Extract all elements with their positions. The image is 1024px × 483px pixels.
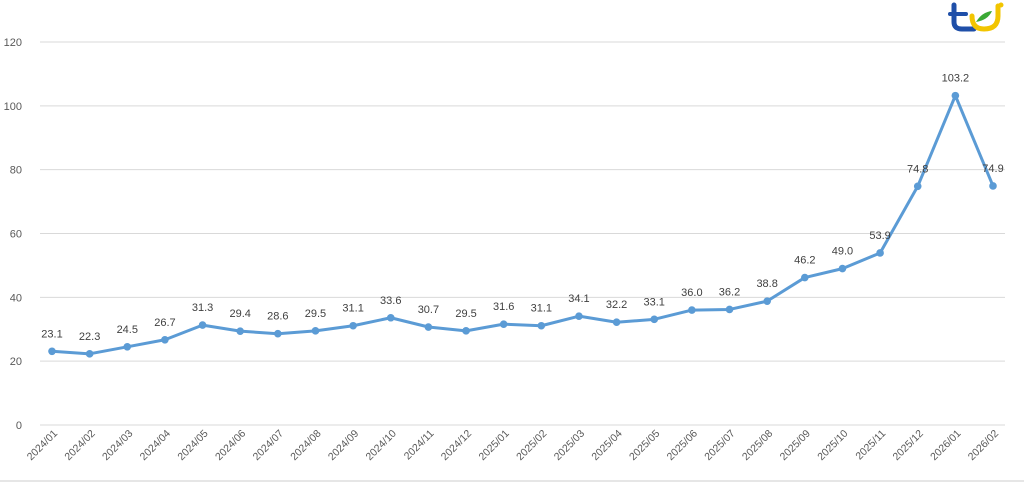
x-tick-label: 2024/11 bbox=[402, 428, 437, 463]
x-tick-label: 2024/07 bbox=[251, 428, 286, 463]
data-point bbox=[612, 318, 621, 327]
data-label: 26.7 bbox=[154, 317, 175, 329]
data-label: 23.1 bbox=[41, 328, 62, 340]
x-tick-label: 2025/09 bbox=[778, 428, 813, 463]
data-label: 31.1 bbox=[531, 303, 552, 315]
data-label: 46.2 bbox=[794, 255, 815, 267]
x-tick-label: 2025/01 bbox=[476, 428, 511, 463]
data-labels: 23.1 22.3 24.5 26.7 31.3 29.4 28.6 29.5 31.1 33.6… bbox=[41, 73, 1003, 343]
x-tick-label: 2024/05 bbox=[175, 428, 210, 463]
x-tick-label: 2024/01 bbox=[25, 428, 60, 463]
data-label: 31.6 bbox=[493, 301, 514, 313]
x-tick-label: 2025/03 bbox=[552, 428, 587, 463]
data-point bbox=[123, 343, 132, 351]
data-point bbox=[763, 297, 771, 305]
data-label: 38.8 bbox=[756, 278, 777, 290]
logo-yellow-stroke bbox=[969, 3, 1001, 32]
data-label: 28.6 bbox=[267, 311, 288, 323]
x-tick-label: 2024/09 bbox=[326, 428, 361, 463]
data-label: 33.1 bbox=[644, 296, 665, 308]
data-point bbox=[424, 323, 433, 331]
x-tick-label: 2025/12 bbox=[891, 428, 926, 463]
data-point bbox=[274, 329, 282, 338]
data-markers bbox=[48, 91, 997, 358]
data-label: 36.2 bbox=[719, 286, 740, 298]
x-tick-label: 2025/02 bbox=[514, 428, 549, 463]
x-tick-label: 2024/08 bbox=[288, 428, 323, 463]
data-label: 74.9 bbox=[982, 163, 1003, 175]
x-tick-label: 2025/06 bbox=[665, 428, 700, 463]
data-label: 31.3 bbox=[192, 302, 213, 314]
data-label: 31.1 bbox=[342, 303, 363, 315]
data-label: 34.1 bbox=[568, 293, 589, 305]
data-label: 30.7 bbox=[418, 304, 439, 316]
x-tick-label: 2025/07 bbox=[702, 428, 737, 463]
data-label: 36.0 bbox=[681, 287, 702, 299]
data-point bbox=[989, 182, 997, 190]
data-point bbox=[650, 315, 659, 324]
data-point bbox=[838, 264, 847, 273]
data-point bbox=[198, 321, 207, 329]
data-point bbox=[951, 91, 960, 100]
logo-green-leaf bbox=[976, 11, 992, 22]
data-point bbox=[876, 249, 884, 257]
data-point bbox=[311, 327, 320, 335]
data-point bbox=[688, 306, 696, 314]
data-label: 74.8 bbox=[907, 163, 928, 175]
y-tick-label: 20 bbox=[10, 356, 22, 368]
logo-yellow-dot bbox=[998, 2, 1004, 8]
series-line bbox=[51, 94, 995, 356]
data-label: 32.2 bbox=[606, 299, 627, 311]
y-tick-label: 120 bbox=[4, 37, 22, 49]
data-point bbox=[801, 273, 809, 282]
x-tick-label: 2024/06 bbox=[213, 428, 248, 463]
data-point bbox=[499, 320, 508, 328]
x-tick-label: 2024/10 bbox=[364, 428, 399, 463]
data-point bbox=[386, 313, 395, 322]
x-tick-label: 2026/01 bbox=[928, 428, 963, 463]
data-point bbox=[349, 321, 357, 330]
data-label: 29.4 bbox=[229, 308, 250, 320]
x-axis-ticks: 2024/01 2024/02 2024/03 2024/04 2024/05 2024/… bbox=[25, 428, 1001, 463]
data-point bbox=[236, 327, 244, 335]
x-tick-label: 2024/02 bbox=[62, 428, 97, 463]
x-tick-label: 2025/04 bbox=[589, 428, 624, 463]
data-label: 53.9 bbox=[869, 230, 890, 242]
x-tick-label: 2025/08 bbox=[740, 428, 775, 463]
data-point bbox=[725, 305, 734, 314]
logo-blue-stroke bbox=[951, 2, 977, 32]
y-axis-ticks: 0 20 40 60 80 100 120 bbox=[4, 37, 22, 432]
x-tick-label: 2025/10 bbox=[815, 428, 850, 463]
data-label: 22.3 bbox=[79, 331, 100, 343]
data-label: 103.2 bbox=[942, 73, 970, 85]
y-tick-label: 80 bbox=[10, 165, 22, 177]
data-point bbox=[85, 350, 94, 358]
data-label: 49.0 bbox=[832, 246, 853, 258]
x-tick-label: 2025/05 bbox=[627, 428, 662, 463]
gridlines bbox=[40, 41, 1005, 426]
x-tick-label: 2024/04 bbox=[138, 428, 173, 463]
x-tick-label: 2026/02 bbox=[966, 428, 1001, 463]
data-label: 29.5 bbox=[455, 308, 476, 320]
x-tick-label: 2024/12 bbox=[439, 428, 474, 463]
data-point bbox=[913, 182, 922, 191]
data-point bbox=[161, 335, 169, 344]
ted-logo bbox=[948, 2, 1004, 32]
data-point bbox=[462, 327, 470, 335]
data-label: 29.5 bbox=[305, 308, 326, 320]
data-point bbox=[537, 321, 546, 330]
data-point bbox=[575, 312, 583, 320]
y-tick-label: 40 bbox=[10, 292, 22, 304]
y-tick-label: 0 bbox=[16, 420, 22, 432]
x-tick-label: 2025/11 bbox=[853, 428, 888, 463]
x-tick-label: 2024/03 bbox=[100, 428, 135, 463]
y-tick-label: 60 bbox=[10, 229, 22, 241]
bottom-border bbox=[0, 480, 1024, 482]
y-tick-label: 100 bbox=[4, 101, 22, 113]
data-point bbox=[48, 347, 56, 356]
data-label: 24.5 bbox=[117, 324, 138, 336]
data-label: 33.6 bbox=[380, 295, 401, 307]
